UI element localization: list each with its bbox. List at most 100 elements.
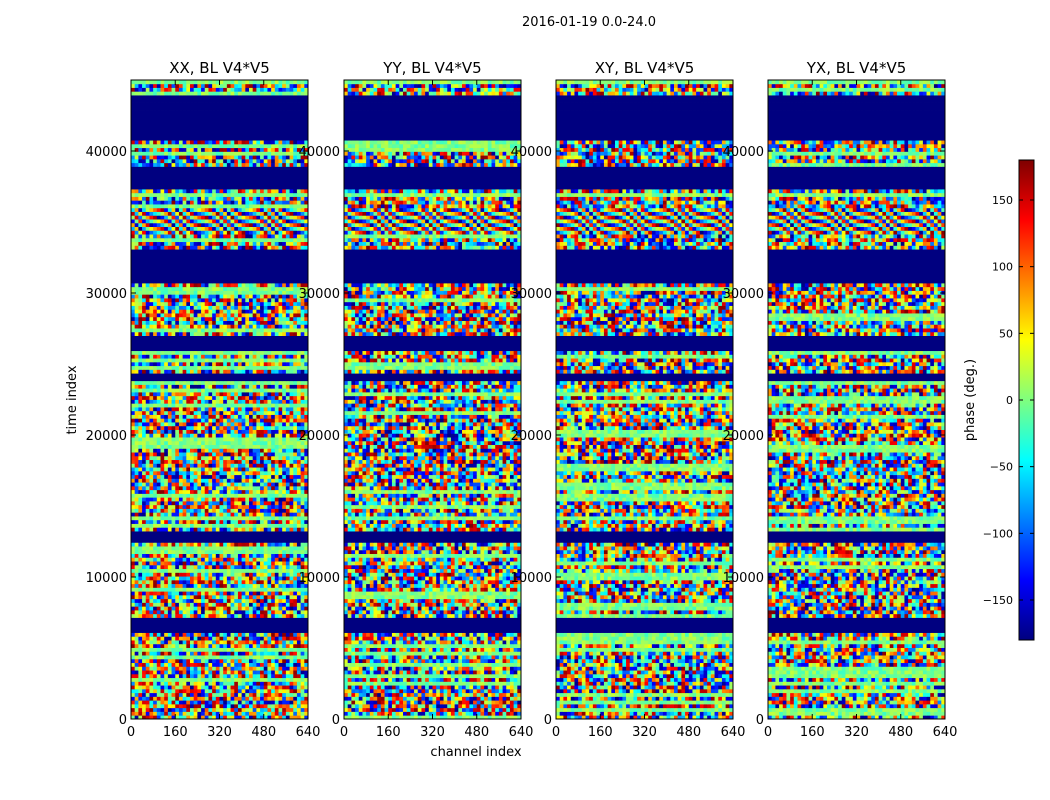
cell: [142, 549, 147, 555]
cell: [263, 625, 268, 630]
cell: [237, 598, 243, 603]
cell: [278, 700, 283, 705]
cell: [249, 628, 254, 633]
cell: [230, 677, 235, 682]
cell: [226, 538, 231, 543]
cell: [230, 516, 235, 521]
cell: [237, 534, 243, 539]
cell: [289, 715, 294, 719]
cell: [153, 557, 158, 562]
cell: [201, 478, 206, 483]
cell: [156, 358, 161, 363]
cell: [289, 497, 294, 502]
cell: [160, 658, 165, 664]
cell: [186, 523, 191, 528]
cell: [160, 384, 165, 389]
cell: [263, 670, 268, 675]
cell: [134, 376, 139, 382]
cell: [171, 647, 176, 652]
cell: [237, 523, 243, 528]
cell: [212, 640, 217, 645]
cell: [219, 640, 224, 645]
cell: [182, 380, 187, 385]
cell: [153, 609, 158, 615]
cell: [193, 508, 198, 513]
cell: [289, 391, 294, 397]
cell: [226, 467, 231, 472]
cell: [178, 354, 184, 359]
cell: [234, 647, 239, 652]
cell: [241, 391, 246, 397]
cell: [252, 485, 257, 491]
cell: [249, 576, 254, 581]
cell: [175, 703, 180, 709]
cell: [182, 482, 187, 487]
cell: [296, 512, 302, 517]
cell: [296, 425, 302, 430]
figure-title: 2016-01-19 0.0-24.0: [522, 15, 656, 30]
cell: [160, 583, 165, 588]
cell: [300, 399, 305, 404]
cell: [267, 331, 272, 336]
cell: [260, 437, 265, 442]
cell: [193, 354, 198, 359]
cell: [197, 429, 202, 434]
cell: [304, 673, 308, 679]
cell: [197, 628, 202, 633]
cell: [131, 346, 136, 352]
cell: [201, 527, 206, 532]
cell: [230, 703, 235, 709]
cell: [282, 591, 287, 596]
cell: [226, 425, 231, 430]
cell: [289, 677, 294, 682]
cell: [178, 478, 184, 483]
cell: [304, 538, 308, 543]
cell: [215, 534, 220, 539]
cell: [241, 508, 246, 513]
cell: [153, 711, 158, 716]
cell: [153, 500, 158, 506]
cell: [160, 493, 165, 498]
cell: [142, 444, 147, 449]
cell: [193, 553, 198, 558]
cell: [267, 478, 272, 483]
cell: [134, 418, 139, 423]
cell: [260, 677, 265, 682]
cell: [212, 591, 217, 596]
cell: [274, 662, 279, 667]
cell: [241, 500, 246, 506]
cell: [282, 527, 287, 532]
cell: [230, 628, 235, 633]
cell: [212, 594, 217, 600]
cell: [190, 508, 195, 513]
cell: [190, 564, 195, 570]
cell: [249, 478, 254, 483]
cell: [182, 437, 187, 442]
cell: [138, 707, 143, 712]
cell: [142, 508, 147, 513]
cell: [304, 700, 308, 705]
cell: [190, 579, 195, 585]
cell: [201, 339, 206, 344]
cell: [208, 463, 213, 468]
cell: [175, 591, 180, 596]
cell: [223, 658, 228, 664]
cell: [223, 606, 228, 611]
cell: [164, 711, 169, 716]
cell: [138, 617, 143, 622]
cell: [160, 602, 165, 607]
cell: [282, 598, 287, 603]
cell: [278, 361, 283, 367]
cell: [167, 403, 172, 408]
cell: [219, 609, 224, 615]
cell: [263, 455, 268, 461]
cell: [186, 343, 191, 348]
cell: [293, 534, 298, 539]
cell: [226, 673, 231, 679]
cell: [230, 534, 235, 539]
cell: [293, 433, 298, 438]
cell: [142, 440, 147, 446]
cell: [138, 651, 143, 656]
cell: [167, 470, 172, 476]
cell: [142, 692, 147, 697]
